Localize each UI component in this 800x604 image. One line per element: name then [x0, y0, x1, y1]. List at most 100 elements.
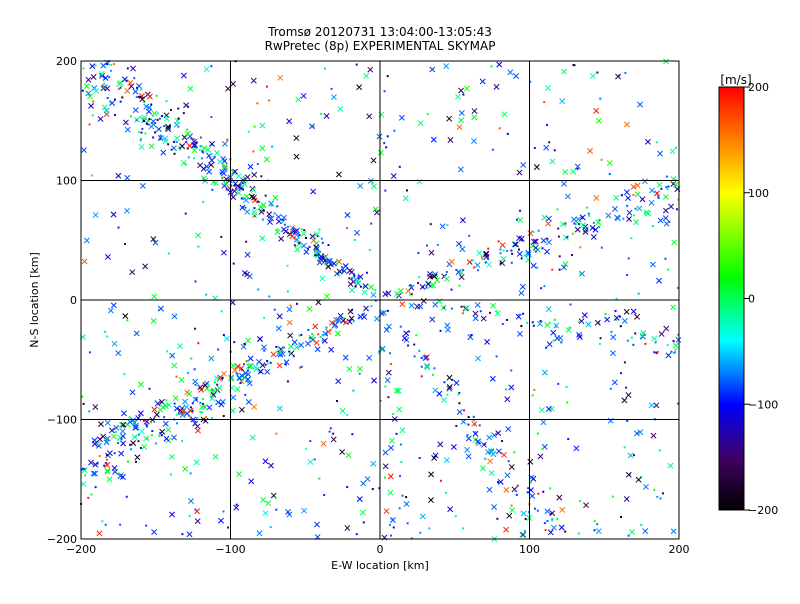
data-point: [117, 442, 120, 445]
data-point: [588, 214, 591, 217]
data-point: [527, 230, 534, 237]
data-point: [213, 375, 220, 382]
colorbar-tick-label: 100: [748, 187, 769, 200]
data-point: [194, 280, 197, 283]
data-point: [432, 271, 439, 278]
data-point: [370, 291, 377, 298]
data-point: [125, 495, 128, 498]
data-point: [579, 500, 582, 503]
data-point: [443, 306, 446, 309]
data-point: [239, 204, 246, 211]
x-tick-label: −200: [66, 543, 96, 556]
data-point: [549, 487, 552, 490]
data-point: [316, 235, 319, 238]
data-point: [250, 77, 257, 84]
data-point: [184, 163, 187, 166]
data-point: [217, 158, 224, 165]
data-point: [674, 184, 677, 187]
data-point: [644, 342, 647, 345]
data-point: [458, 274, 465, 280]
data-point: [545, 346, 548, 349]
data-point: [439, 223, 446, 230]
data-point: [610, 330, 613, 333]
data-point: [624, 121, 630, 128]
data-point: [247, 163, 254, 170]
data-point: [606, 160, 613, 167]
data-point: [290, 228, 297, 235]
data-point: [281, 221, 284, 224]
data-point: [217, 348, 220, 351]
data-point: [459, 246, 466, 253]
data-point: [505, 426, 512, 433]
data-point: [171, 362, 178, 369]
data-point: [677, 402, 680, 405]
data-point: [271, 145, 274, 148]
data-point: [133, 77, 136, 80]
data-point: [619, 315, 622, 318]
data-point: [137, 433, 140, 436]
data-point: [181, 134, 188, 141]
data-point: [107, 307, 114, 314]
data-point: [166, 350, 169, 353]
data-point: [561, 68, 568, 75]
data-point: [155, 442, 158, 445]
data-point: [387, 489, 394, 496]
data-point: [630, 237, 633, 240]
data-point: [639, 196, 646, 203]
data-point: [533, 147, 536, 150]
data-point: [633, 214, 636, 217]
data-point: [417, 303, 424, 310]
y-axis-label: N-S location [km]: [28, 252, 41, 348]
data-point: [611, 379, 618, 386]
data-point: [312, 323, 319, 330]
data-point: [275, 345, 278, 348]
data-point: [238, 406, 245, 413]
data-point: [324, 256, 327, 259]
data-point: [202, 402, 205, 405]
y-tick-label: −200: [47, 533, 77, 546]
data-point: [194, 508, 197, 511]
data-point: [352, 320, 355, 323]
data-point: [510, 369, 513, 372]
data-point: [405, 496, 408, 499]
data-point: [87, 93, 93, 100]
data-point: [607, 417, 614, 424]
data-point: [110, 69, 113, 72]
data-point: [187, 371, 190, 374]
data-point: [612, 205, 618, 212]
data-point: [558, 255, 561, 258]
data-point: [263, 349, 266, 352]
data-point: [665, 186, 668, 189]
data-point: [415, 334, 418, 337]
data-point: [268, 462, 274, 469]
data-point: [265, 85, 268, 88]
data-point: [148, 123, 155, 130]
data-point: [387, 396, 390, 399]
data-point: [540, 237, 547, 244]
data-point: [150, 103, 153, 106]
data-point: [488, 311, 491, 314]
data-point: [480, 465, 486, 472]
data-point: [112, 63, 115, 66]
data-point: [183, 404, 190, 411]
data-point: [500, 439, 503, 442]
data-point: [474, 262, 481, 269]
data-point: [418, 456, 421, 459]
data-point: [493, 83, 500, 90]
data-point: [463, 304, 470, 311]
data-point: [357, 365, 363, 372]
data-point: [287, 332, 294, 339]
data-point: [505, 388, 508, 391]
data-point: [665, 352, 672, 359]
data-point: [252, 363, 259, 370]
data-point: [497, 478, 504, 485]
data-point: [495, 355, 498, 358]
data-point: [518, 248, 521, 251]
data-point: [91, 174, 94, 177]
data-point: [123, 373, 126, 376]
data-point: [124, 242, 127, 245]
data-point: [256, 102, 259, 105]
data-point: [268, 215, 275, 222]
data-point: [573, 222, 576, 225]
data-point: [286, 380, 289, 383]
